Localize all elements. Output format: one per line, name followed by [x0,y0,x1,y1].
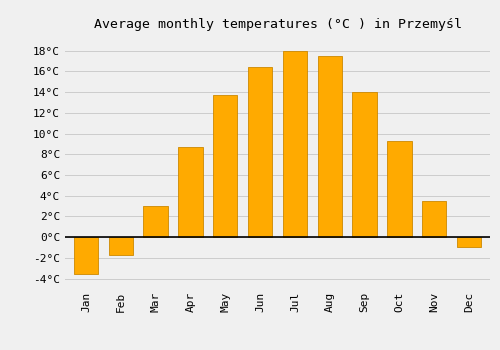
Bar [144,206,168,237]
Bar [248,67,272,237]
Bar [318,56,342,237]
Title: Average monthly temperatures (°C ) in Przemyśl: Average monthly temperatures (°C ) in Pr… [94,18,462,31]
Bar [422,201,446,237]
Bar [282,50,307,237]
Bar [213,95,238,237]
Bar [387,141,411,237]
Bar [108,237,133,255]
Bar [178,147,203,237]
Bar [457,237,481,246]
Bar [352,92,377,237]
Bar [74,237,98,273]
